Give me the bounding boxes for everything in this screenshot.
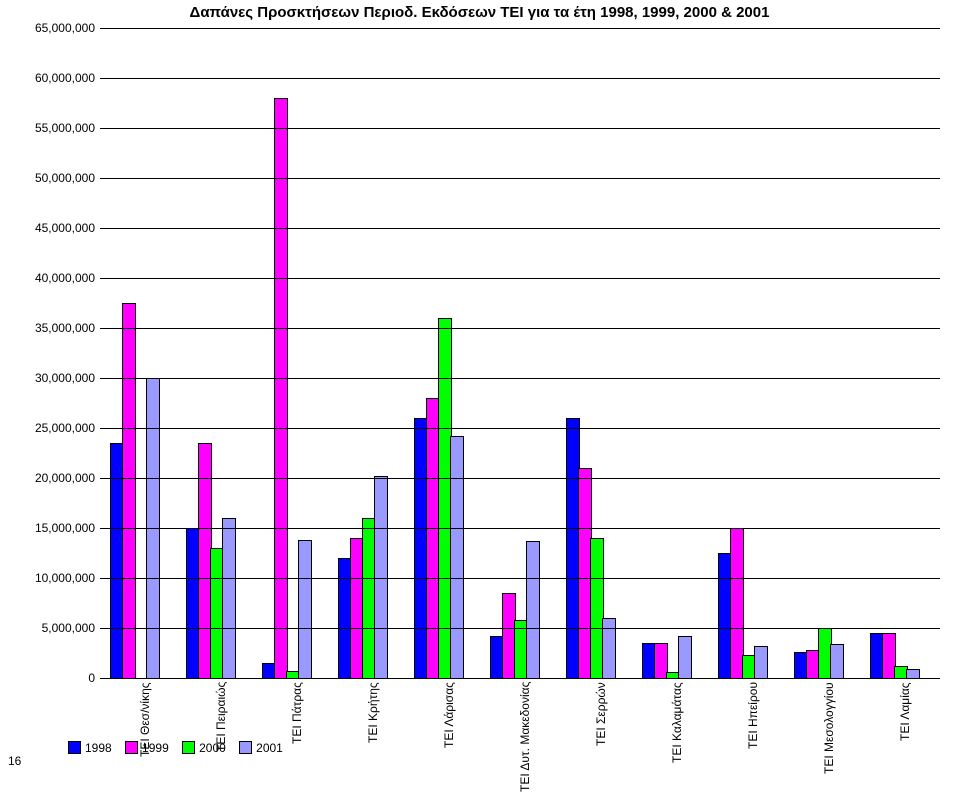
gridline <box>100 428 940 429</box>
gridline <box>100 678 940 679</box>
gridline <box>100 578 940 579</box>
x-tick-label: ΤΕΙ Σερρών <box>594 682 608 746</box>
y-tick-label: 65,000,000 <box>35 21 95 35</box>
legend: 1998 1999 2000 2001 <box>58 740 283 755</box>
legend-label-1998: 1998 <box>85 741 112 755</box>
y-tick-label: 0 <box>88 671 95 685</box>
y-tick-label: 30,000,000 <box>35 371 95 385</box>
gridline <box>100 28 940 29</box>
legend-swatch-2001 <box>239 741 252 754</box>
y-tick-label: 55,000,000 <box>35 121 95 135</box>
bar <box>122 303 136 679</box>
x-tick-label: ΤΕΙ Καλαμάτας <box>670 682 684 763</box>
y-tick-label: 5,000,000 <box>42 621 95 635</box>
gridline <box>100 378 940 379</box>
legend-label-2000: 2000 <box>199 741 226 755</box>
bars-layer <box>100 29 940 679</box>
bar <box>754 646 768 679</box>
y-tick-label: 15,000,000 <box>35 521 95 535</box>
gridline <box>100 278 940 279</box>
legend-label-1999: 1999 <box>142 741 169 755</box>
gridline <box>100 328 940 329</box>
gridline <box>100 528 940 529</box>
x-tick-label: ΤΕΙ Δυτ. Μακεδονίας <box>518 682 532 792</box>
gridline <box>100 228 940 229</box>
x-tick-label: ΤΕΙ Πάτρας <box>290 682 304 744</box>
bar <box>678 636 692 679</box>
bar <box>450 436 464 679</box>
gridline <box>100 78 940 79</box>
gridline <box>100 628 940 629</box>
gridline <box>100 128 940 129</box>
bar <box>274 98 288 679</box>
chart-title: Δαπάνες Προσκτήσεων Περιοδ. Εκδόσεων ΤΕΙ… <box>0 4 959 21</box>
bar <box>830 644 844 679</box>
x-tick-label: ΤΕΙ Ηπείρου <box>746 682 760 749</box>
y-tick-label: 45,000,000 <box>35 221 95 235</box>
y-tick-label: 25,000,000 <box>35 421 95 435</box>
legend-swatch-1999 <box>125 741 138 754</box>
y-tick-label: 50,000,000 <box>35 171 95 185</box>
x-tick-label: ΤΕΙ Μεσολογγίου <box>822 682 836 774</box>
bar <box>222 518 236 679</box>
x-tick-label: ΤΕΙ Λάρισας <box>442 682 456 748</box>
y-tick-label: 60,000,000 <box>35 71 95 85</box>
y-tick-label: 35,000,000 <box>35 321 95 335</box>
y-tick-label: 20,000,000 <box>35 471 95 485</box>
gridline <box>100 478 940 479</box>
y-tick-label: 10,000,000 <box>35 571 95 585</box>
plot-area <box>100 28 940 679</box>
legend-swatch-1998 <box>68 741 81 754</box>
page-number: 16 <box>8 754 21 768</box>
bar <box>526 541 540 679</box>
legend-swatch-2000 <box>182 741 195 754</box>
x-tick-label: ΤΕΙ Κρήτης <box>366 682 380 743</box>
chart-page: Δαπάνες Προσκτήσεων Περιοδ. Εκδόσεων ΤΕΙ… <box>0 0 959 771</box>
bar <box>298 540 312 679</box>
gridline <box>100 178 940 179</box>
legend-label-2001: 2001 <box>256 741 283 755</box>
y-tick-label: 40,000,000 <box>35 271 95 285</box>
x-tick-label: ΤΕΙ Λαμίας <box>898 682 912 741</box>
